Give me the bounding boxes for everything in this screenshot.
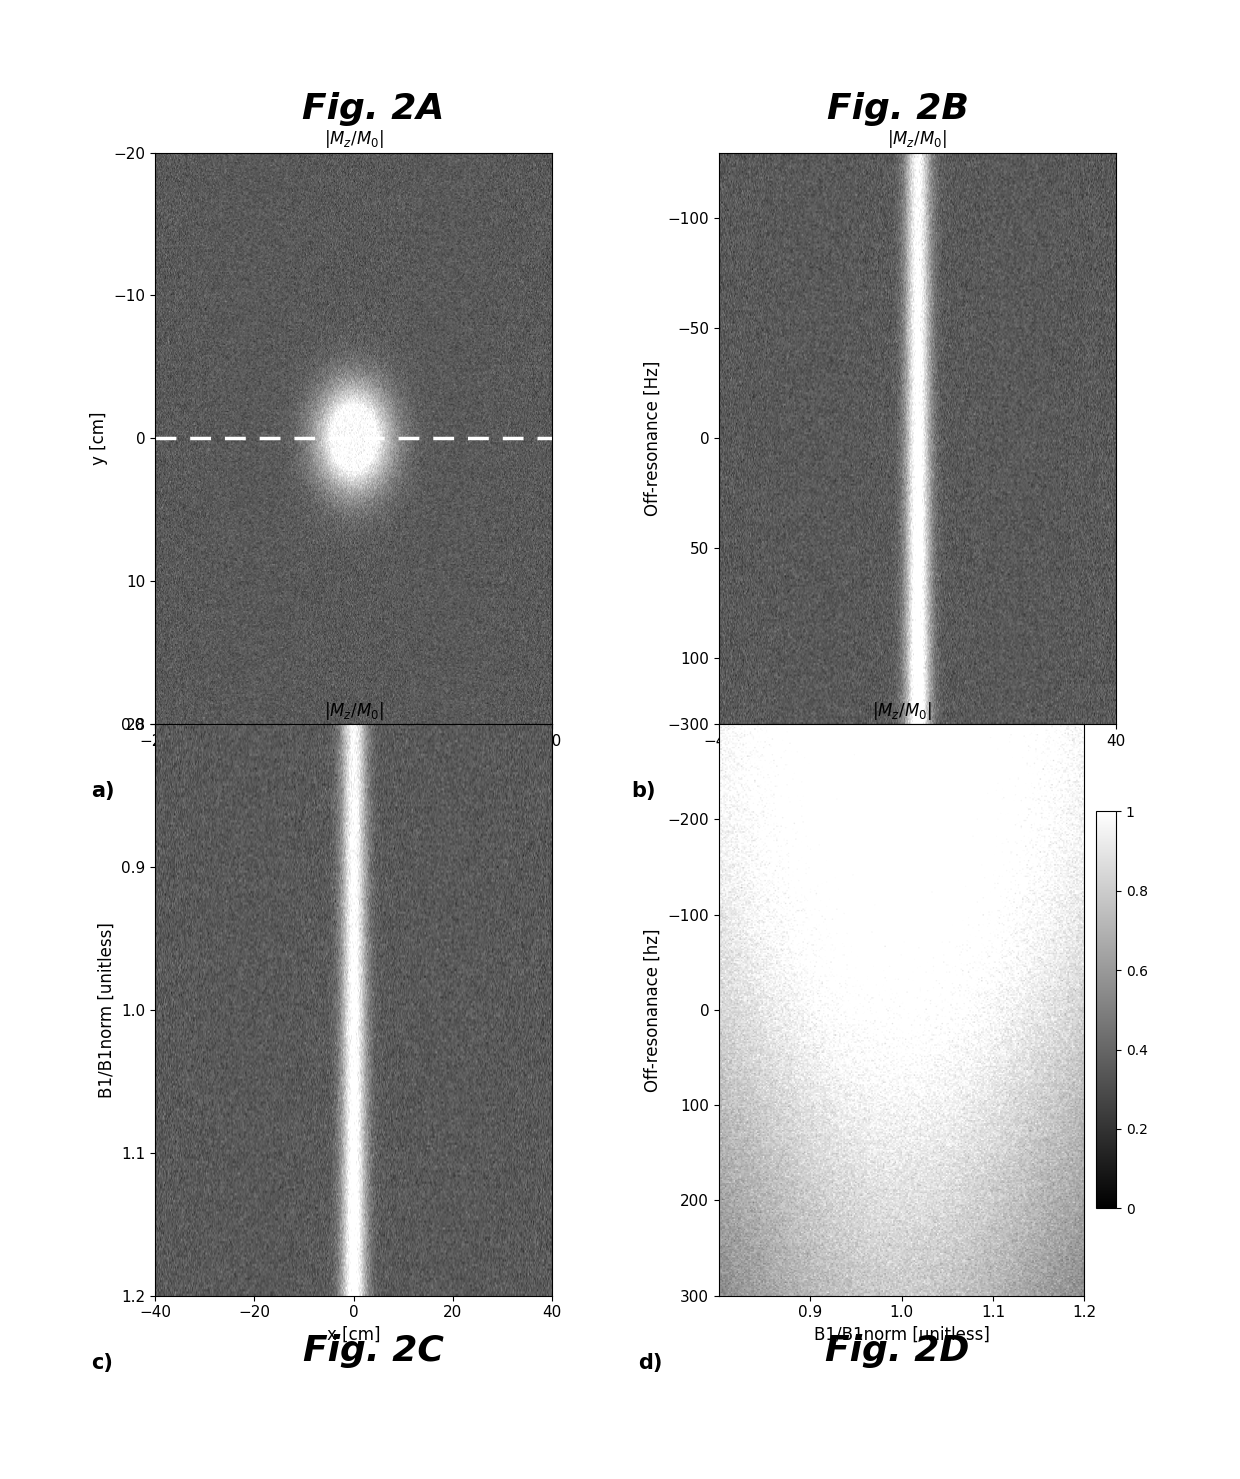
X-axis label: B1/B1norm [unitless]: B1/B1norm [unitless] xyxy=(813,1325,990,1344)
X-axis label: x [cm]: x [cm] xyxy=(327,754,381,772)
Y-axis label: Off-resonanace [hz]: Off-resonanace [hz] xyxy=(644,929,662,1092)
X-axis label: x [cm]: x [cm] xyxy=(890,754,944,772)
Y-axis label: B1/B1norm [unitless]: B1/B1norm [unitless] xyxy=(98,921,115,1097)
Text: a): a) xyxy=(92,781,115,802)
Y-axis label: y [cm]: y [cm] xyxy=(89,411,108,464)
Title: $|M_z/M_0|$: $|M_z/M_0|$ xyxy=(324,129,383,151)
Title: $|M_z/M_0|$: $|M_z/M_0|$ xyxy=(324,700,383,722)
X-axis label: x [cm]: x [cm] xyxy=(327,1325,381,1344)
Text: Fig. 2B: Fig. 2B xyxy=(827,92,968,126)
Text: d): d) xyxy=(639,1353,663,1373)
Y-axis label: Off-resonance [Hz]: Off-resonance [Hz] xyxy=(644,361,662,516)
Title: $|M_z/M_0|$: $|M_z/M_0|$ xyxy=(888,129,947,151)
Title: $|M_z/M_0|$: $|M_z/M_0|$ xyxy=(872,700,931,722)
Text: b): b) xyxy=(631,781,656,802)
Text: Fig. 2D: Fig. 2D xyxy=(826,1334,970,1368)
Text: Fig. 2C: Fig. 2C xyxy=(303,1334,444,1368)
Text: c): c) xyxy=(92,1353,113,1373)
Text: Fig. 2A: Fig. 2A xyxy=(303,92,445,126)
